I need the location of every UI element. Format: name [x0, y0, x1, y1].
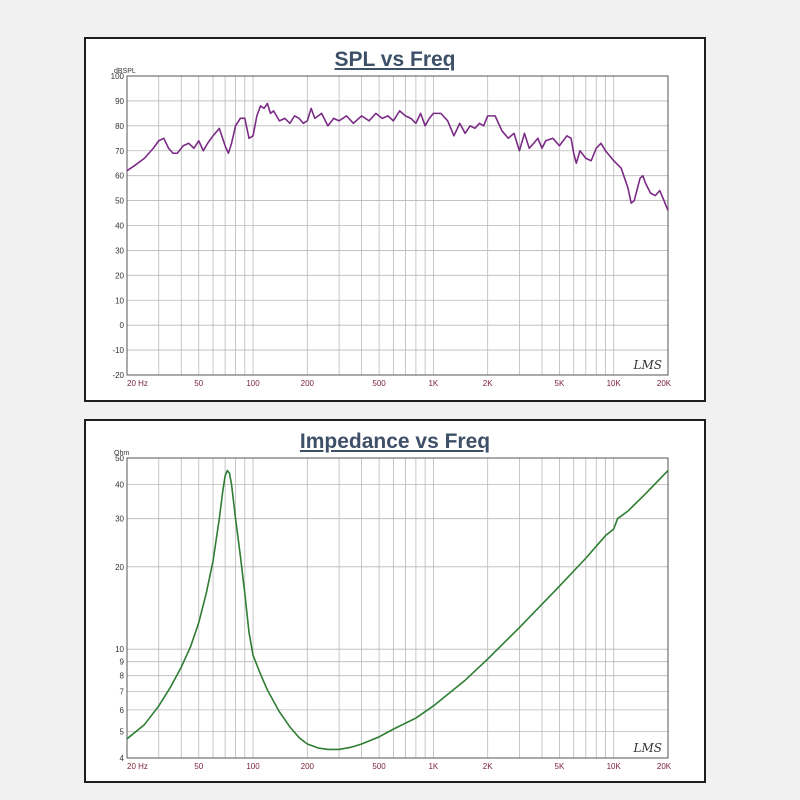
y-tick-label: 10	[115, 296, 124, 305]
y-tick-label: 90	[115, 97, 124, 106]
y-tick-label: 40	[115, 222, 124, 231]
plot-frame	[126, 457, 669, 759]
lms-watermark: LMS	[633, 358, 662, 372]
chart-title: Impedance vs Freq	[299, 430, 491, 453]
chart-title: SPL vs Freq	[334, 48, 456, 71]
x-tick-label: 200	[301, 379, 315, 388]
y-tick-label: 100	[111, 72, 125, 81]
y-tick-label: 0	[120, 321, 125, 330]
impedance-chart-panel: Impedance vs Freq 20 Hz 50 100 200 500 1K 2K 5K…	[84, 419, 706, 783]
y-axis-label: dBSPL	[114, 68, 136, 75]
x-tick-label: 10K	[607, 762, 622, 771]
y-tick-label: 6	[120, 706, 125, 715]
y-tick-label: 20	[115, 563, 124, 572]
x-tick-label: 20K	[657, 379, 672, 388]
x-tick-label: 10K	[607, 379, 622, 388]
x-tick-label: 5K	[555, 379, 565, 388]
y-tick-label: 30	[115, 515, 124, 524]
y-tick-label: 50	[115, 197, 124, 206]
y-tick-label: 30	[115, 246, 124, 255]
plot-frame	[126, 75, 669, 376]
y-tick-label: 50	[115, 454, 124, 463]
x-tick-label: 5K	[555, 762, 565, 771]
y-axis-label: Ohm	[114, 450, 129, 457]
impedance-chart: 20 Hz 50 100 200 500 1K 2K 5K 10K 20K 50 40 30 20 10 9 8…	[114, 450, 672, 771]
y-tick-label: 9	[120, 658, 125, 667]
y-tick-label: 5	[120, 727, 125, 736]
series-line-0	[126, 102, 669, 211]
y-tick-label: 8	[120, 672, 125, 681]
x-tick-label: 500	[372, 762, 386, 771]
x-tick-label: 2K	[483, 379, 493, 388]
y-tick-label: 40	[115, 481, 124, 490]
y-tick-label: 80	[115, 122, 124, 131]
y-tick-label: 10	[115, 645, 124, 654]
x-tick-label: 20K	[657, 762, 672, 771]
spl-chart-panel: SPL vs Freq 20 Hz 50 100 200 500 1K 2K 5K 10K 20K…	[84, 37, 706, 402]
y-tick-label: 7	[120, 688, 125, 697]
spl-chart: 20 Hz 50 100 200 500 1K 2K 5K 10K 20K100908070605…	[111, 68, 672, 388]
y-tick-label: 70	[115, 147, 124, 156]
series-line-0	[126, 469, 669, 751]
x-tick-label: 100	[246, 762, 260, 771]
y-tick-label: 60	[115, 172, 124, 181]
x-tick-label: 500	[372, 379, 386, 388]
lms-watermark: LMS	[633, 741, 662, 755]
y-tick-label: 20	[115, 271, 124, 280]
y-tick-label: 4	[120, 754, 125, 763]
x-tick-label: 2K	[483, 762, 493, 771]
x-tick-label: 50	[194, 379, 203, 388]
x-tick-label: 20 Hz	[127, 379, 148, 388]
x-tick-label: 200	[301, 762, 315, 771]
x-tick-label: 1K	[428, 762, 438, 771]
x-tick-label: 100	[246, 379, 260, 388]
x-tick-label: 20 Hz	[127, 762, 148, 771]
y-tick-label: -20	[112, 371, 124, 380]
x-tick-label: 1K	[428, 379, 438, 388]
y-tick-label: -10	[112, 346, 124, 355]
x-tick-label: 50	[194, 762, 203, 771]
